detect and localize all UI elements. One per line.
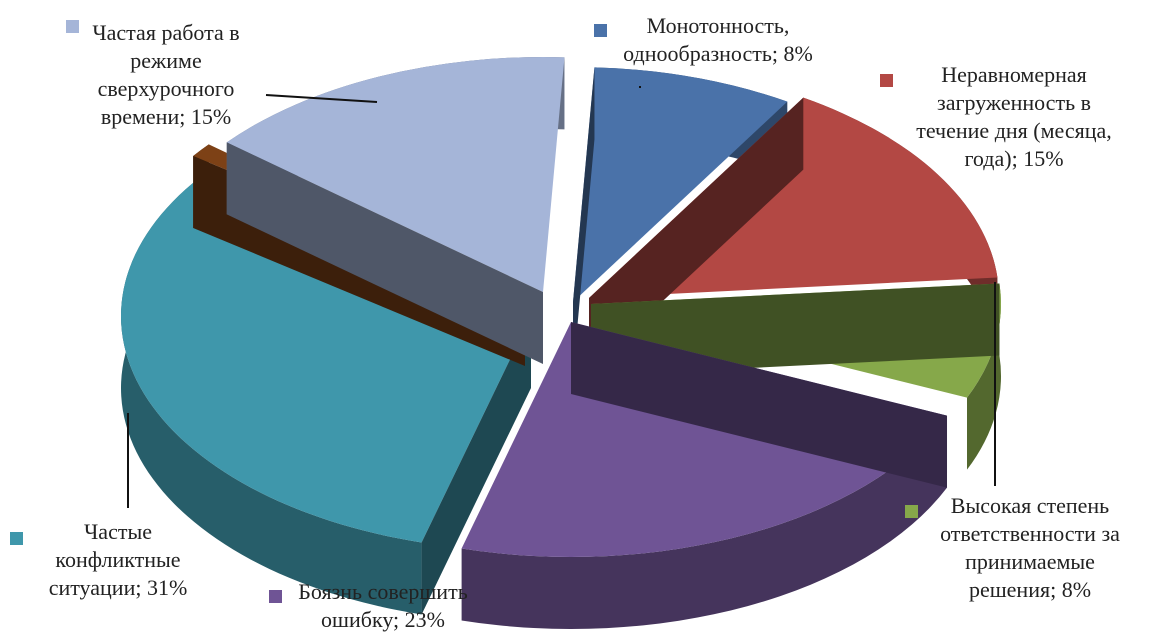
slice-side-high-responsibility [967, 283, 1001, 470]
slice-top-monotony [573, 67, 788, 303]
legend-swatch-frequent-conflicts [10, 532, 23, 545]
slice-overtime-work [226, 57, 565, 364]
slice-label-line: года); 15% [964, 146, 1063, 171]
slice-label-line: времени; 15% [101, 104, 231, 129]
slice-frequent-conflicts [120, 177, 531, 615]
slice-label-frequent-conflicts: Частые конфликтные ситуации; 31% [49, 519, 188, 600]
slice-inner-frequent-conflicts [421, 316, 531, 615]
slice-label-line: Монотонность, [647, 13, 790, 38]
slice-label-line: сверхурочного [98, 76, 235, 101]
legend-swatch-high-responsibility [905, 505, 918, 518]
slice-label-line: однообразность; 8% [623, 41, 813, 66]
slice-top-overtime-work [226, 57, 565, 292]
slice-label-line: принимаемые [965, 549, 1095, 574]
slice-label-monotony: Монотонность, однообразность; 8% [623, 13, 813, 66]
slice-label-line: Частые [84, 519, 152, 544]
slice-label-uneven-load: Неравномерная загруженность в течение дня … [916, 62, 1112, 171]
slice-label-line: Неравномерная [941, 62, 1087, 87]
slice-fear-of-mistake [461, 322, 948, 629]
legend-swatch-monotony [594, 24, 607, 37]
slice-top-frequent-conflicts [120, 177, 531, 543]
slice-label-line: ответственности за [940, 521, 1120, 546]
leader-line-overtime-work [265, 94, 378, 103]
slice-side-frequent-conflicts [120, 177, 422, 615]
leader-lines [127, 86, 996, 508]
slice-label-line: загруженность в [937, 90, 1091, 115]
slice-label-line: течение дня (месяца, [916, 118, 1112, 143]
slice-label-line: конфликтные [55, 547, 180, 572]
slice-label-overtime-work: Частая работа в режиме сверхурочного времен… [92, 20, 239, 129]
slice-label-line: ошибку; 23% [321, 607, 445, 632]
slice-inner-fear-of-mistake [571, 322, 948, 488]
slice-label-line: Высокая степень [951, 493, 1109, 518]
slice-label-line: ситуации; 31% [49, 575, 188, 600]
slice-label-line: режиме [130, 48, 201, 73]
slice-label-line: решения; 8% [969, 577, 1091, 602]
legend-swatch-fear-of-mistake [269, 590, 282, 603]
slice-labels: Монотонность, однообразность; 8% Неравноме… [10, 13, 1120, 632]
slice-inner-monotony [573, 67, 595, 375]
slice-side-fear-of-mistake [461, 415, 948, 629]
slice-inner-overtime-work [226, 142, 543, 364]
slice-layer [120, 57, 1001, 629]
slice-label-fear-of-mistake: Боязнь совершить ошибку; 23% [298, 579, 467, 632]
slice-label-high-responsibility: Высокая степень ответственности за принима… [940, 493, 1120, 602]
slice-monotony [573, 67, 788, 375]
slice-label-line: Боязнь совершить [298, 579, 467, 604]
slice-label-line: Частая работа в [92, 20, 239, 45]
legend-swatch-uneven-load [880, 74, 893, 87]
legend-swatch-overtime-work [66, 20, 79, 33]
